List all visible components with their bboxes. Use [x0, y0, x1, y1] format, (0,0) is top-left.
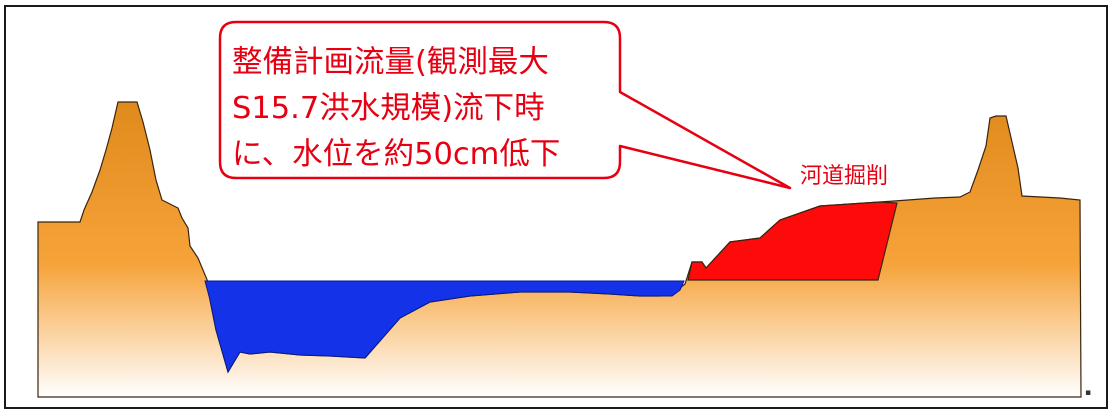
callout-line-2: S15.7洪水規模)流下時 — [232, 91, 545, 126]
excavation-area — [687, 201, 898, 281]
callout-text: 整備計画流量(観測最大 S15.7洪水規模)流下時 に、水位を約50cm低下 — [232, 40, 617, 178]
excavation-label: 河道掘削 — [800, 164, 889, 189]
callout-bubble — [218, 20, 792, 190]
river-water — [204, 280, 685, 374]
callout-line-3: に、水位を約50cm低下 — [232, 137, 561, 172]
callout-line-1: 整備計画流量(観測最大 — [232, 45, 549, 80]
corner-mark: ▪ — [1085, 388, 1092, 398]
